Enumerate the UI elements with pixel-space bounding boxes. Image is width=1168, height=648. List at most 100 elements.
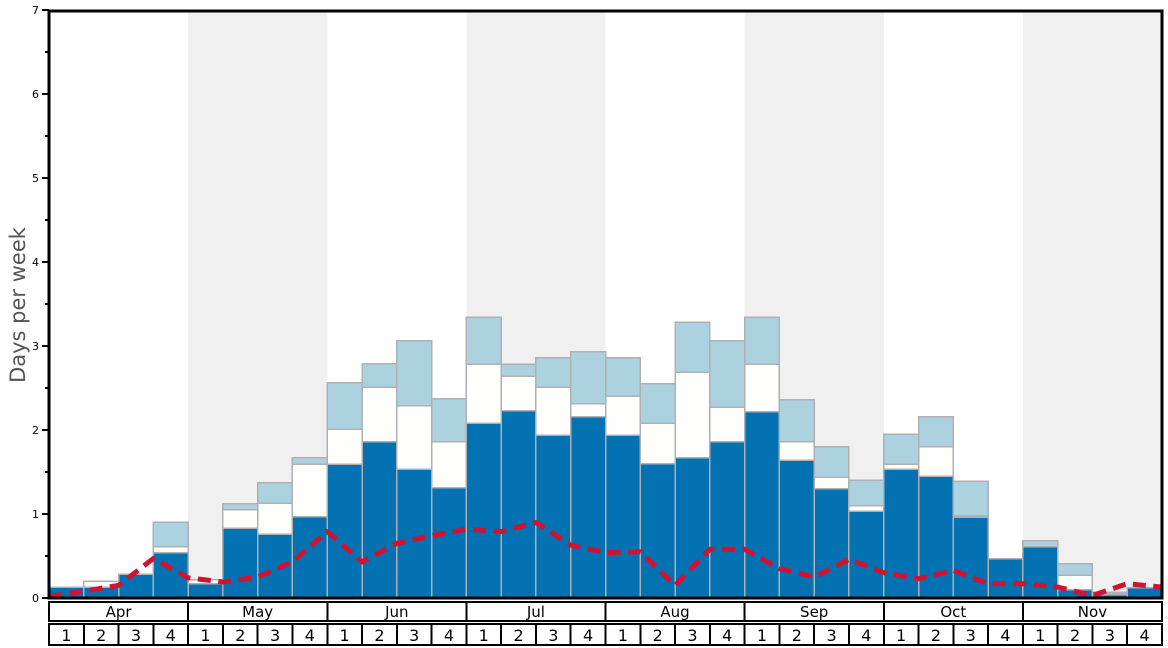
month-axis-row: Apr May Jun Jul Aug Sep Oct Nov bbox=[48, 601, 1163, 622]
bar-segment-pale bbox=[778, 399, 815, 443]
bar-segment-dark bbox=[952, 516, 989, 599]
week-label: 2 bbox=[931, 626, 941, 645]
bar-segment-dark bbox=[222, 527, 259, 599]
bar-segment-white bbox=[256, 502, 294, 535]
month-label: May bbox=[242, 603, 273, 621]
bar-segment-dark bbox=[639, 462, 676, 599]
bar-segment-dark bbox=[326, 463, 363, 599]
bar-segment-dark bbox=[569, 415, 607, 599]
bar-segment-white bbox=[709, 406, 746, 443]
week-label: 3 bbox=[1105, 626, 1115, 645]
week-label: 2 bbox=[374, 626, 384, 645]
y-tick-label: 0 bbox=[32, 592, 39, 605]
week-label: 4 bbox=[1000, 626, 1010, 645]
week-label: 2 bbox=[1070, 626, 1080, 645]
y-tick-label: 7 bbox=[32, 4, 39, 17]
bar-segment-pale bbox=[1056, 562, 1094, 577]
week-label: 1 bbox=[340, 626, 350, 645]
week-label: 1 bbox=[618, 626, 628, 645]
bar-segment-white bbox=[917, 446, 955, 477]
week-label: 2 bbox=[235, 626, 245, 645]
month-label: Oct bbox=[940, 603, 966, 621]
y-tick-labels: 0 1 2 3 4 5 6 7 bbox=[32, 4, 39, 605]
bar-segment-white bbox=[674, 371, 711, 459]
bar-segment-dark bbox=[535, 434, 572, 599]
bar-segment-dark bbox=[604, 434, 642, 599]
bar-segment-pale bbox=[152, 521, 189, 548]
bar-segment-white bbox=[848, 504, 885, 513]
average-line bbox=[48, 519, 1163, 599]
bar-segment-dark bbox=[743, 410, 781, 599]
month-cell bbox=[1021, 601, 1163, 622]
bar-segment-pale bbox=[848, 479, 885, 507]
month-label: Jun bbox=[384, 603, 408, 621]
week-label: 3 bbox=[409, 626, 419, 645]
bar-segment-pale bbox=[256, 482, 294, 504]
week-label: 4 bbox=[722, 626, 732, 645]
bar-segment-pale bbox=[709, 340, 746, 409]
bar-segment-dark bbox=[1126, 587, 1163, 599]
y-tick-label: 2 bbox=[32, 424, 39, 437]
y-tick-label: 4 bbox=[32, 256, 39, 269]
week-label: 4 bbox=[861, 626, 871, 645]
bar-segment-white bbox=[222, 509, 259, 530]
bar-segment-dark bbox=[883, 468, 920, 599]
month-label: Apr bbox=[106, 603, 133, 621]
week-label: 4 bbox=[1140, 626, 1150, 645]
y-tick-label: 3 bbox=[32, 340, 39, 353]
week-label: 1 bbox=[1035, 626, 1045, 645]
week-label: 4 bbox=[166, 626, 176, 645]
bar-segment-pale bbox=[535, 357, 572, 388]
week-cell bbox=[1126, 623, 1163, 646]
bar-segment-dark bbox=[187, 582, 224, 599]
bars-layer bbox=[48, 316, 1163, 599]
month-label: Sep bbox=[800, 603, 828, 621]
week-label: 1 bbox=[200, 626, 210, 645]
bar-segment-white bbox=[430, 441, 468, 489]
bar-segment-pale bbox=[674, 321, 711, 373]
bar-segment-pale bbox=[500, 363, 537, 377]
bar-segment-pale bbox=[326, 382, 363, 430]
y-tick-label: 6 bbox=[32, 88, 39, 101]
bar-segment-dark bbox=[813, 488, 850, 599]
y-axis-ticks bbox=[42, 9, 49, 599]
bar-segment-pale bbox=[291, 456, 328, 466]
bar-segment-pale bbox=[952, 480, 989, 517]
bar-segment-dark bbox=[987, 557, 1024, 599]
bar-segment-white bbox=[569, 403, 607, 418]
bar-segment-pale bbox=[604, 357, 642, 398]
bar-segment-white bbox=[465, 363, 502, 425]
bar-segment-pale bbox=[569, 351, 607, 405]
bar-segment-dark bbox=[709, 441, 746, 599]
month-label: Nov bbox=[1078, 603, 1107, 621]
week-label: 3 bbox=[966, 626, 976, 645]
bar-segment-white bbox=[152, 546, 189, 554]
bar-segment-pale bbox=[361, 362, 398, 388]
bar-segment-dark bbox=[848, 510, 885, 599]
bar-segment-white bbox=[883, 463, 920, 471]
bar-segment-white bbox=[500, 375, 537, 412]
week-label: 3 bbox=[826, 626, 836, 645]
week-label: 4 bbox=[444, 626, 454, 645]
bar-segment-white bbox=[778, 441, 815, 461]
week-label: 2 bbox=[513, 626, 523, 645]
bar-segment-dark bbox=[1022, 546, 1059, 599]
bar-segment-pale bbox=[743, 316, 781, 366]
y-tick-label: 5 bbox=[32, 172, 39, 185]
y-tick-label: 1 bbox=[32, 508, 39, 521]
week-label: 4 bbox=[583, 626, 593, 645]
bar-segment-white bbox=[639, 422, 676, 465]
week-label: 1 bbox=[479, 626, 489, 645]
bar-segment-white bbox=[361, 386, 398, 443]
bar-segment-dark bbox=[465, 422, 502, 599]
shaded-month-band bbox=[1022, 11, 1162, 598]
week-label: 4 bbox=[305, 626, 315, 645]
bar-segment-dark bbox=[361, 441, 398, 599]
month-label: Aug bbox=[660, 603, 689, 621]
bar-segment-dark bbox=[430, 487, 468, 599]
week-label: 2 bbox=[96, 626, 106, 645]
bar-segment-pale bbox=[1022, 540, 1059, 548]
bar-segment-pale bbox=[813, 446, 850, 478]
